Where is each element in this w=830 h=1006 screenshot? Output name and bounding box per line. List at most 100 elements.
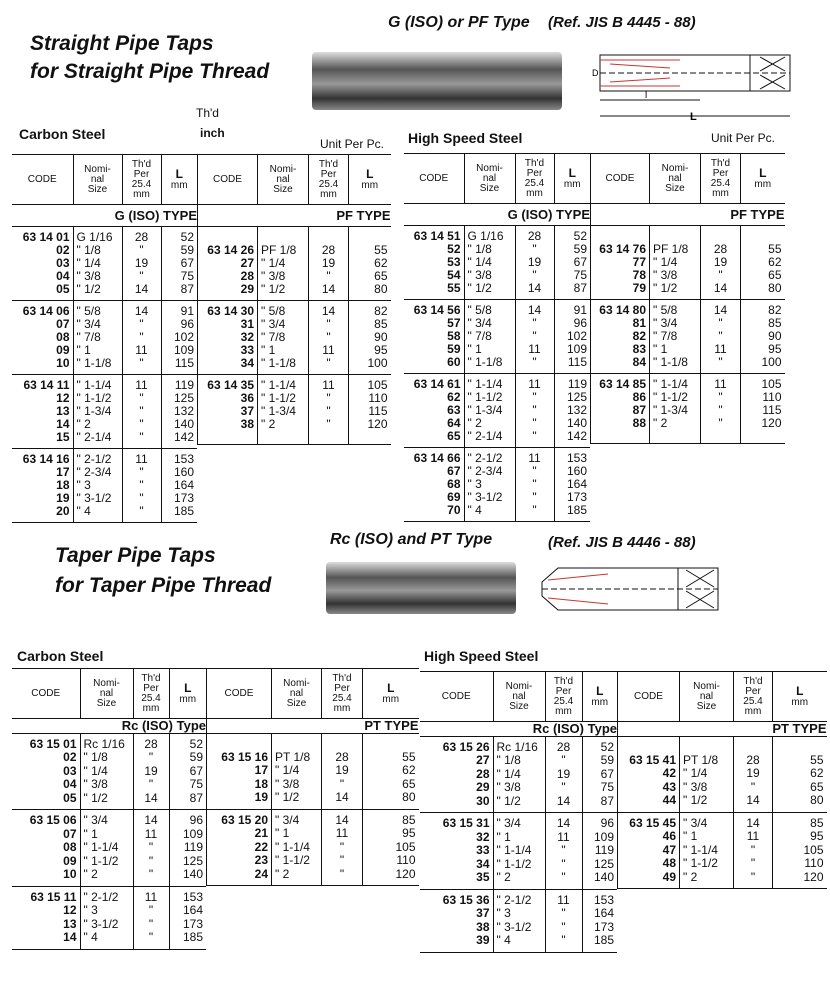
- length-cell: 115: [740, 404, 785, 417]
- length-cell: 153: [168, 886, 206, 904]
- threads-per-cell: 11: [514, 447, 554, 465]
- nominal-size-cell: " 1/4: [257, 257, 309, 270]
- threads-per-cell: ": [132, 751, 169, 765]
- threads-per-cell: 28: [132, 733, 169, 751]
- code-cell: 63: [447, 404, 461, 417]
- table-row: 37 " 1-3/4 " 115: [197, 405, 391, 418]
- code-cell: 55: [404, 282, 464, 300]
- threads-per-cell: 11: [514, 343, 554, 356]
- table-row: 63 14 56 " 5/8 14 91: [404, 299, 590, 317]
- length-cell: 132: [160, 405, 197, 418]
- nominal-size-cell: " 1/2: [463, 282, 515, 300]
- table-row: 60 " 1-1/8 " 115: [404, 356, 590, 374]
- code-header: CODE: [12, 668, 80, 719]
- threads-per-cell: ": [132, 904, 169, 918]
- threads-per-cell: 19: [544, 767, 582, 781]
- nominal-size-cell: " 3/4: [492, 812, 545, 831]
- threads-per-cell: 14: [514, 299, 554, 317]
- nominal-size-cell: " 2: [271, 867, 322, 886]
- table-row: 32 " 7/8 " 90: [197, 331, 391, 344]
- table-row: 13 " 1-3/4 " 132: [12, 405, 197, 418]
- table-row: 39 " 4 " 185: [420, 934, 617, 953]
- threads-per-cell: ": [121, 392, 161, 405]
- table-row: 22 " 1-1/4 " 105: [206, 840, 419, 854]
- threads-per-cell: ": [132, 854, 169, 868]
- nominal-size-header: Nomi- nal Size: [257, 154, 309, 205]
- code-cell: 14: [56, 418, 70, 431]
- table-row: 63 14 66 " 2-1/2 11 153: [404, 447, 590, 465]
- length-cell: 164: [581, 907, 617, 921]
- table-row: 88 " 2 " 120: [590, 417, 785, 430]
- code-cell: 30: [420, 794, 493, 813]
- nominal-size-cell: " 5/8: [649, 299, 701, 317]
- threads-per-cell: 14: [733, 794, 773, 813]
- length-cell: 173: [581, 920, 617, 934]
- threads-per-cell: ": [132, 917, 169, 931]
- threads-per-cell: ": [121, 405, 161, 418]
- length-cell: 109: [168, 827, 206, 841]
- table-row: 65 " 2-1/4 " 142: [404, 430, 590, 448]
- nominal-size-cell: " 3/4: [649, 317, 701, 330]
- nominal-size-cell: " 2: [492, 871, 545, 890]
- nominal-size-cell: " 1-3/4: [649, 404, 701, 417]
- table-row: 20 " 4 " 185: [12, 505, 197, 523]
- code-cell: 10: [12, 357, 73, 375]
- table-row: 46 " 1 11 95: [617, 830, 827, 844]
- table-row: 13 " 3-1/2 " 173: [12, 917, 206, 931]
- threads-per-cell: 11: [308, 374, 349, 392]
- code-cell: 53: [447, 256, 461, 269]
- length-cell: 120: [348, 418, 391, 431]
- table-row: 54 " 3/8 " 75: [404, 269, 590, 282]
- type-row: PF TYPE: [197, 204, 391, 227]
- threads-per-cell: ": [700, 404, 741, 417]
- type-row: Rc (ISO) Type: [420, 721, 617, 737]
- code-cell: 63 14 06: [22, 304, 70, 318]
- length-cell: 62: [348, 257, 391, 270]
- code-cell: 49: [617, 870, 680, 889]
- table-row: 63 14 30 " 5/8 14 82: [197, 300, 391, 318]
- threads-per-cell: ": [514, 465, 554, 478]
- thd-label: Th'd: [196, 106, 219, 120]
- nominal-size-cell: " 3/8: [79, 778, 133, 792]
- nominal-size-header: Nomi- nal Size: [492, 671, 545, 722]
- threads-per-cell: 28: [544, 736, 582, 754]
- length-cell: 105: [740, 373, 785, 391]
- table-row: 03 " 1/4 19 67: [12, 764, 206, 778]
- table-row: 32 " 1 11 109: [420, 830, 617, 844]
- threads-per-cell: ": [733, 780, 773, 794]
- threads-per-cell: 11: [321, 827, 363, 841]
- threads-per-cell: ": [733, 857, 773, 871]
- threads-per-cell: ": [514, 317, 554, 330]
- nominal-size-cell: " 1/2: [72, 283, 122, 301]
- table-row: 04 " 3/8 " 75: [12, 270, 197, 283]
- bottom-reference: (Ref. JIS B 4446 - 88): [548, 534, 696, 551]
- code-cell: 15: [12, 431, 73, 449]
- nominal-size-header: Nomi- nal Size: [72, 154, 122, 205]
- threads-per-cell: ": [700, 269, 741, 282]
- length-cell: 132: [553, 404, 590, 417]
- code-cell: 18: [56, 479, 70, 492]
- table-row: 29 " 3/8 " 75: [420, 781, 617, 795]
- length-cell: 95: [740, 343, 785, 356]
- table-row: 57 " 3/4 " 96: [404, 317, 590, 330]
- code-cell: 31: [197, 318, 258, 331]
- nominal-size-cell: " 1-1/4: [257, 374, 309, 392]
- length-cell: 185: [553, 504, 590, 522]
- threads-per-cell: ": [514, 430, 554, 448]
- table-row: 17 " 1/4 19 62: [206, 764, 419, 778]
- nominal-size-cell: " 2: [463, 417, 515, 430]
- threads-per-cell: ": [514, 243, 554, 256]
- nominal-size-cell: " 3-1/2: [463, 491, 515, 504]
- code-cell: 63 15 11: [30, 889, 77, 904]
- nominal-size-cell: " 2: [649, 417, 701, 430]
- threads-per-cell: 28: [514, 225, 554, 243]
- nominal-size-cell: " 1-3/4: [257, 405, 309, 418]
- diagram-label-L: L: [690, 111, 697, 123]
- nominal-size-cell: " 4: [492, 934, 545, 953]
- code-header: CODE: [420, 671, 493, 722]
- nominal-size-cell: " 3/4: [72, 318, 122, 331]
